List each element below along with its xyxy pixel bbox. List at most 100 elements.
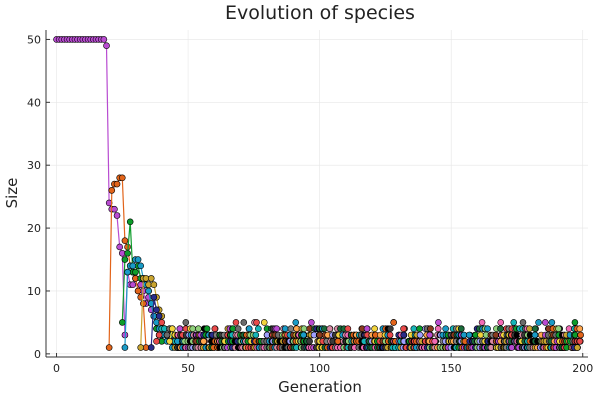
data-point [431,337,439,345]
data-point [565,325,573,333]
data-point [344,325,352,333]
data-point [363,325,371,333]
x-tick-label: 50 [181,362,195,375]
data-point [386,331,394,339]
data-point [147,344,155,351]
data-point [155,312,163,320]
y-tick-label: 20 [27,222,41,235]
data-point [457,325,465,333]
data-point [484,325,491,333]
y-tick-label: 10 [27,285,41,298]
data-point [255,325,262,333]
x-axis-label: Generation [278,378,362,396]
data-point [316,331,323,339]
data-point [300,331,307,339]
data-point [281,325,289,333]
grid [46,30,588,357]
data-point [119,319,126,326]
data-point [150,281,158,288]
data-point [426,331,434,339]
data-point [153,306,160,314]
data-point [245,325,253,333]
data-point [535,319,542,326]
data-point [576,337,584,345]
data-point [427,325,434,333]
data-point [134,256,142,263]
data-point [400,331,408,339]
data-point [416,325,423,333]
data-point [113,180,121,188]
y-tick-label: 0 [34,348,41,361]
data-point [126,218,134,226]
data-point [168,325,176,333]
data-point [574,344,581,351]
data-point [147,300,155,307]
data-point [300,325,308,333]
data-point [478,319,486,326]
x-tick-label: 150 [441,362,462,375]
data-point [410,325,418,333]
data-point [108,187,116,194]
data-point [147,275,155,282]
data-point [200,337,207,345]
data-point [253,319,260,326]
data-point [434,325,442,333]
series [105,174,150,351]
data-point [465,331,473,339]
data-point [189,325,197,333]
chart-title: Evolution of species [225,2,415,24]
data-point [435,319,442,326]
data-point [113,212,121,219]
data-point [508,344,516,351]
data-point [400,325,407,333]
data-point [416,331,424,339]
data-point [387,325,394,333]
data-point [119,174,126,182]
data-point [497,325,504,333]
data-point [129,281,137,288]
data-point [121,256,129,263]
data-point [145,287,152,295]
data-point [390,319,397,326]
x-tick-label: 200 [572,362,593,375]
data-point [124,249,131,257]
scatter-points [174,319,584,351]
data-point [137,344,145,351]
data-point [134,287,142,295]
data-point [442,325,449,333]
data-point [306,337,313,345]
data-point [153,337,160,345]
data-point [176,325,184,333]
data-point [531,325,539,333]
axes [45,30,588,358]
data-point [519,319,527,326]
data-point [203,325,211,333]
tick-labels: 0 50 100 150 200 0 10 20 30 40 50 [27,33,593,375]
data-point [334,337,342,345]
data-point [116,243,123,251]
data-point [182,319,190,326]
data-point [541,319,549,326]
data-point [577,331,584,339]
y-axis-label: Size [3,178,21,209]
data-point [100,36,108,43]
data-point [526,325,533,333]
data-point [129,262,137,270]
data-point [121,344,129,351]
data-point [111,205,118,213]
x-tick-label: 100 [309,362,330,375]
data-point [292,319,300,326]
data-point [166,337,173,345]
data-point [105,344,113,351]
data-point [150,293,158,301]
data-point [234,325,242,333]
data-point [571,319,579,326]
data-point [163,331,171,339]
data-point [140,300,147,307]
y-tick-label: 40 [27,96,41,109]
data-point [124,268,131,276]
data-point [308,319,315,326]
data-point [240,319,248,326]
data-point [371,325,378,333]
